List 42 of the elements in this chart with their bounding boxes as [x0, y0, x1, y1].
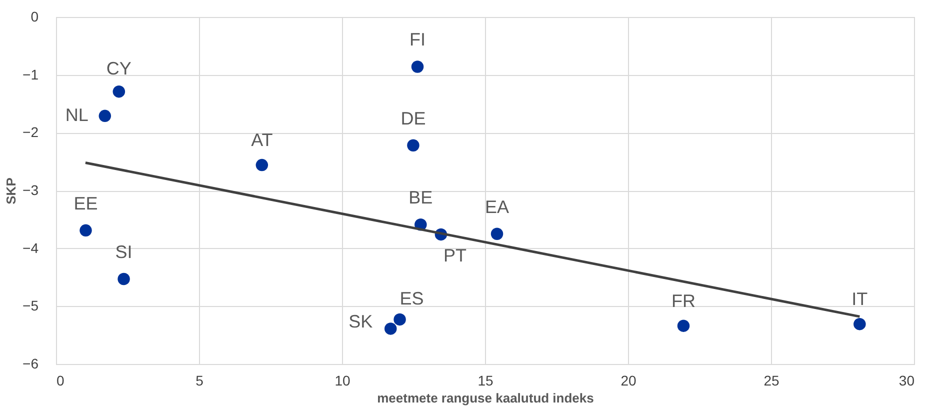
point — [490, 228, 504, 240]
y-tick-label: −3 — [22, 182, 39, 198]
x-tick-label: 10 — [334, 372, 350, 388]
point — [118, 272, 130, 286]
y-axis-title: SKP — [4, 177, 19, 204]
annotation: AT — [251, 130, 273, 150]
point — [854, 318, 866, 330]
x-tick-label: 25 — [764, 372, 780, 388]
point — [394, 313, 406, 326]
point — [411, 60, 424, 73]
point — [80, 224, 92, 237]
point — [256, 158, 268, 172]
annotation: DE — [400, 108, 426, 128]
annotation: IT — [852, 289, 868, 310]
annotation: FR — [671, 290, 696, 311]
point — [384, 322, 397, 335]
x-tick-label: 0 — [56, 372, 64, 388]
x-tick-label: 15 — [478, 372, 494, 388]
annotation: PT — [443, 245, 466, 266]
point — [407, 139, 420, 152]
x-tick-label: 30 — [898, 372, 915, 388]
annotation: FI — [410, 30, 426, 50]
x-tick-label: 5 — [196, 372, 204, 388]
annotation: EE — [74, 193, 98, 214]
annotation: EA — [485, 196, 510, 217]
y-tick-label: −5 — [22, 298, 39, 314]
x-axis-title: meetmete ranguse kaalutud indeks — [377, 390, 594, 406]
y-tick-label: −2 — [22, 124, 39, 140]
annotation: NL — [65, 104, 88, 125]
y-tick-label: 0 — [30, 8, 39, 24]
x-tick-label: 20 — [620, 372, 636, 388]
annotation: CY — [106, 58, 132, 79]
point — [98, 110, 112, 122]
annotation: SI — [115, 242, 132, 262]
point — [677, 320, 690, 332]
annotation: BE — [408, 188, 433, 208]
annotation: SK — [348, 312, 373, 332]
y-tick-label: −4 — [22, 240, 39, 256]
annotation: ES — [400, 288, 424, 308]
point — [112, 85, 126, 98]
y-tick-label: −6 — [22, 356, 39, 372]
y-tick-label: −1 — [22, 66, 39, 82]
